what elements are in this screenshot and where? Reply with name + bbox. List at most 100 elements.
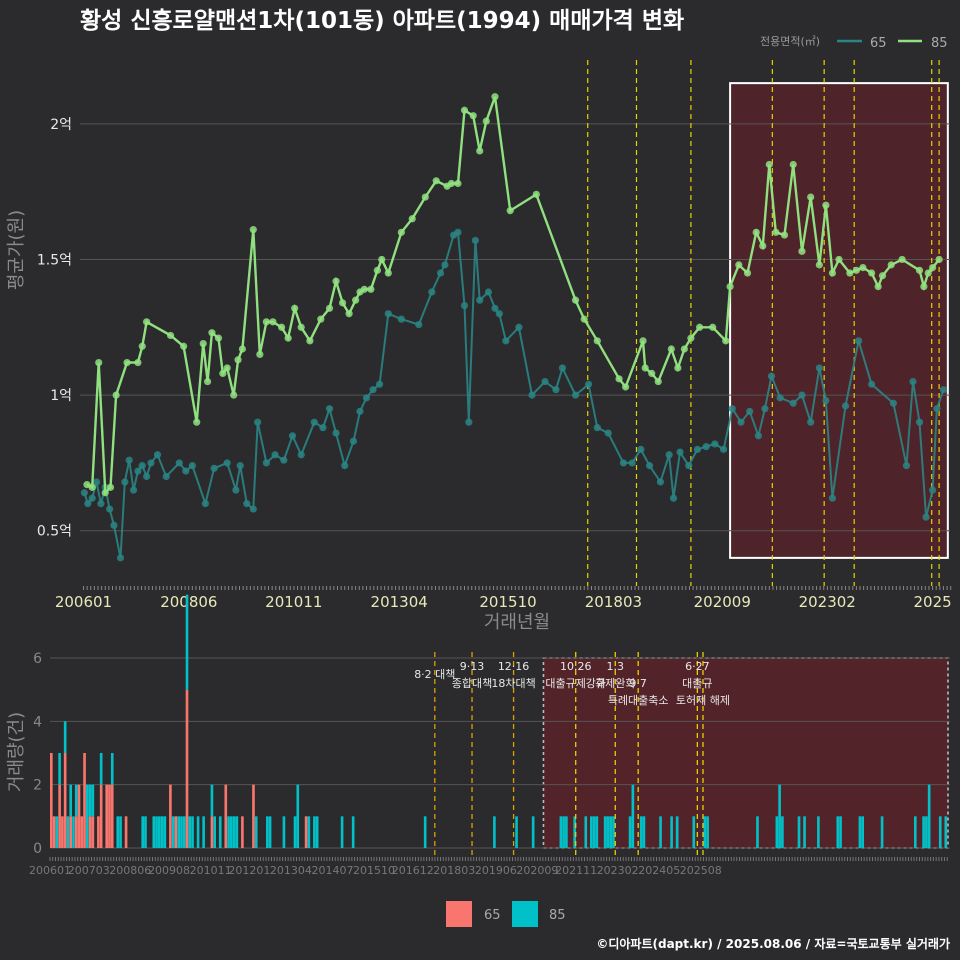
point-85: [262, 318, 270, 326]
x-tick-label: 202009: [516, 864, 558, 877]
point-65: [110, 521, 118, 529]
point-85: [306, 337, 314, 345]
bar-65: [565, 816, 568, 848]
point-85: [846, 269, 854, 277]
point-85: [772, 228, 780, 236]
bar-65: [515, 816, 518, 848]
policy-date-label: 6·27: [685, 660, 710, 673]
bar-65: [340, 816, 344, 848]
highlight-region: [729, 82, 949, 559]
point-85: [291, 304, 299, 312]
point-65: [939, 386, 948, 394]
point-85: [815, 261, 823, 269]
x-tick-label: 200601: [55, 593, 112, 611]
bar-65: [922, 816, 925, 848]
point-85: [780, 231, 789, 239]
point-65: [593, 424, 601, 432]
x-tick-label: 201803: [585, 593, 642, 611]
x-tick-label: 201304: [270, 864, 312, 877]
point-65: [138, 462, 146, 470]
bar-65: [266, 816, 269, 848]
y-tick-label: 2: [33, 778, 42, 794]
point-85: [752, 228, 760, 236]
x-tick-label: 202111: [555, 864, 597, 877]
point-85: [138, 342, 146, 350]
bar-65: [66, 816, 70, 848]
point-85: [680, 345, 688, 353]
bar-65: [144, 816, 147, 848]
point-65: [702, 443, 710, 451]
point-85: [615, 375, 623, 383]
point-65: [619, 459, 628, 467]
bar-65: [781, 816, 784, 848]
y-axis-label-volume: 거래량(건): [6, 712, 27, 792]
point-65: [676, 448, 684, 456]
x-tick-label: 202508: [680, 864, 722, 877]
bar-65: [158, 816, 161, 848]
point-65: [288, 432, 297, 440]
point-85: [571, 296, 580, 304]
point-85: [641, 364, 649, 372]
y-tick-label: 1.5억: [37, 252, 72, 268]
point-65: [665, 451, 673, 459]
point-65: [116, 554, 125, 562]
bar-85: [77, 784, 81, 848]
bar-85: [252, 784, 255, 848]
bar-85: [63, 753, 67, 848]
point-85: [214, 334, 223, 342]
point-65: [92, 478, 101, 486]
point-85: [367, 285, 375, 293]
point-85: [166, 331, 175, 340]
point-65: [841, 402, 850, 410]
point-65: [182, 467, 190, 475]
point-85: [532, 190, 540, 198]
point-85: [408, 215, 416, 223]
point-65: [428, 288, 436, 296]
point-85: [284, 334, 292, 342]
bar-65: [423, 816, 427, 848]
bar-65: [99, 753, 103, 785]
bar-65: [351, 816, 355, 848]
point-65: [441, 261, 449, 269]
point-85: [278, 323, 286, 331]
bar-85: [210, 816, 214, 848]
point-85: [859, 264, 867, 272]
point-65: [125, 456, 133, 464]
bar-65: [268, 816, 272, 848]
bar-85: [88, 816, 92, 848]
bar-65: [230, 816, 233, 848]
x-tick-label: 202302: [597, 864, 639, 877]
point-85: [269, 318, 277, 326]
point-85: [822, 201, 830, 209]
point-85: [491, 93, 499, 101]
bar-85: [108, 784, 111, 848]
bar-65: [839, 816, 842, 848]
policy-date-label: 8·2 대책: [414, 668, 455, 681]
point-85: [807, 193, 815, 201]
bar-65: [584, 816, 588, 848]
x-tick-label: 200806: [109, 864, 151, 877]
bar-65: [188, 816, 192, 848]
bar-65: [628, 816, 632, 848]
bar-85: [304, 816, 308, 848]
point-65: [915, 418, 924, 426]
point-85: [106, 483, 115, 491]
point-85: [765, 160, 773, 169]
point-65: [384, 310, 392, 318]
bar-65: [559, 816, 563, 848]
point-65: [669, 494, 678, 502]
point-85: [101, 489, 109, 497]
bar-65: [493, 816, 496, 848]
top-legend: 전용면적(㎡) 65 85: [760, 35, 948, 51]
policy-name-label: 대출규: [682, 677, 712, 690]
bar-65: [141, 816, 145, 848]
point-85: [360, 285, 368, 293]
point-65: [484, 288, 493, 296]
point-85: [887, 261, 895, 269]
point-65: [310, 418, 318, 426]
point-65: [502, 337, 510, 345]
bar-65: [177, 816, 181, 848]
point-85: [352, 296, 360, 304]
legend-label-65: 65: [870, 36, 887, 51]
point-65: [645, 462, 654, 470]
